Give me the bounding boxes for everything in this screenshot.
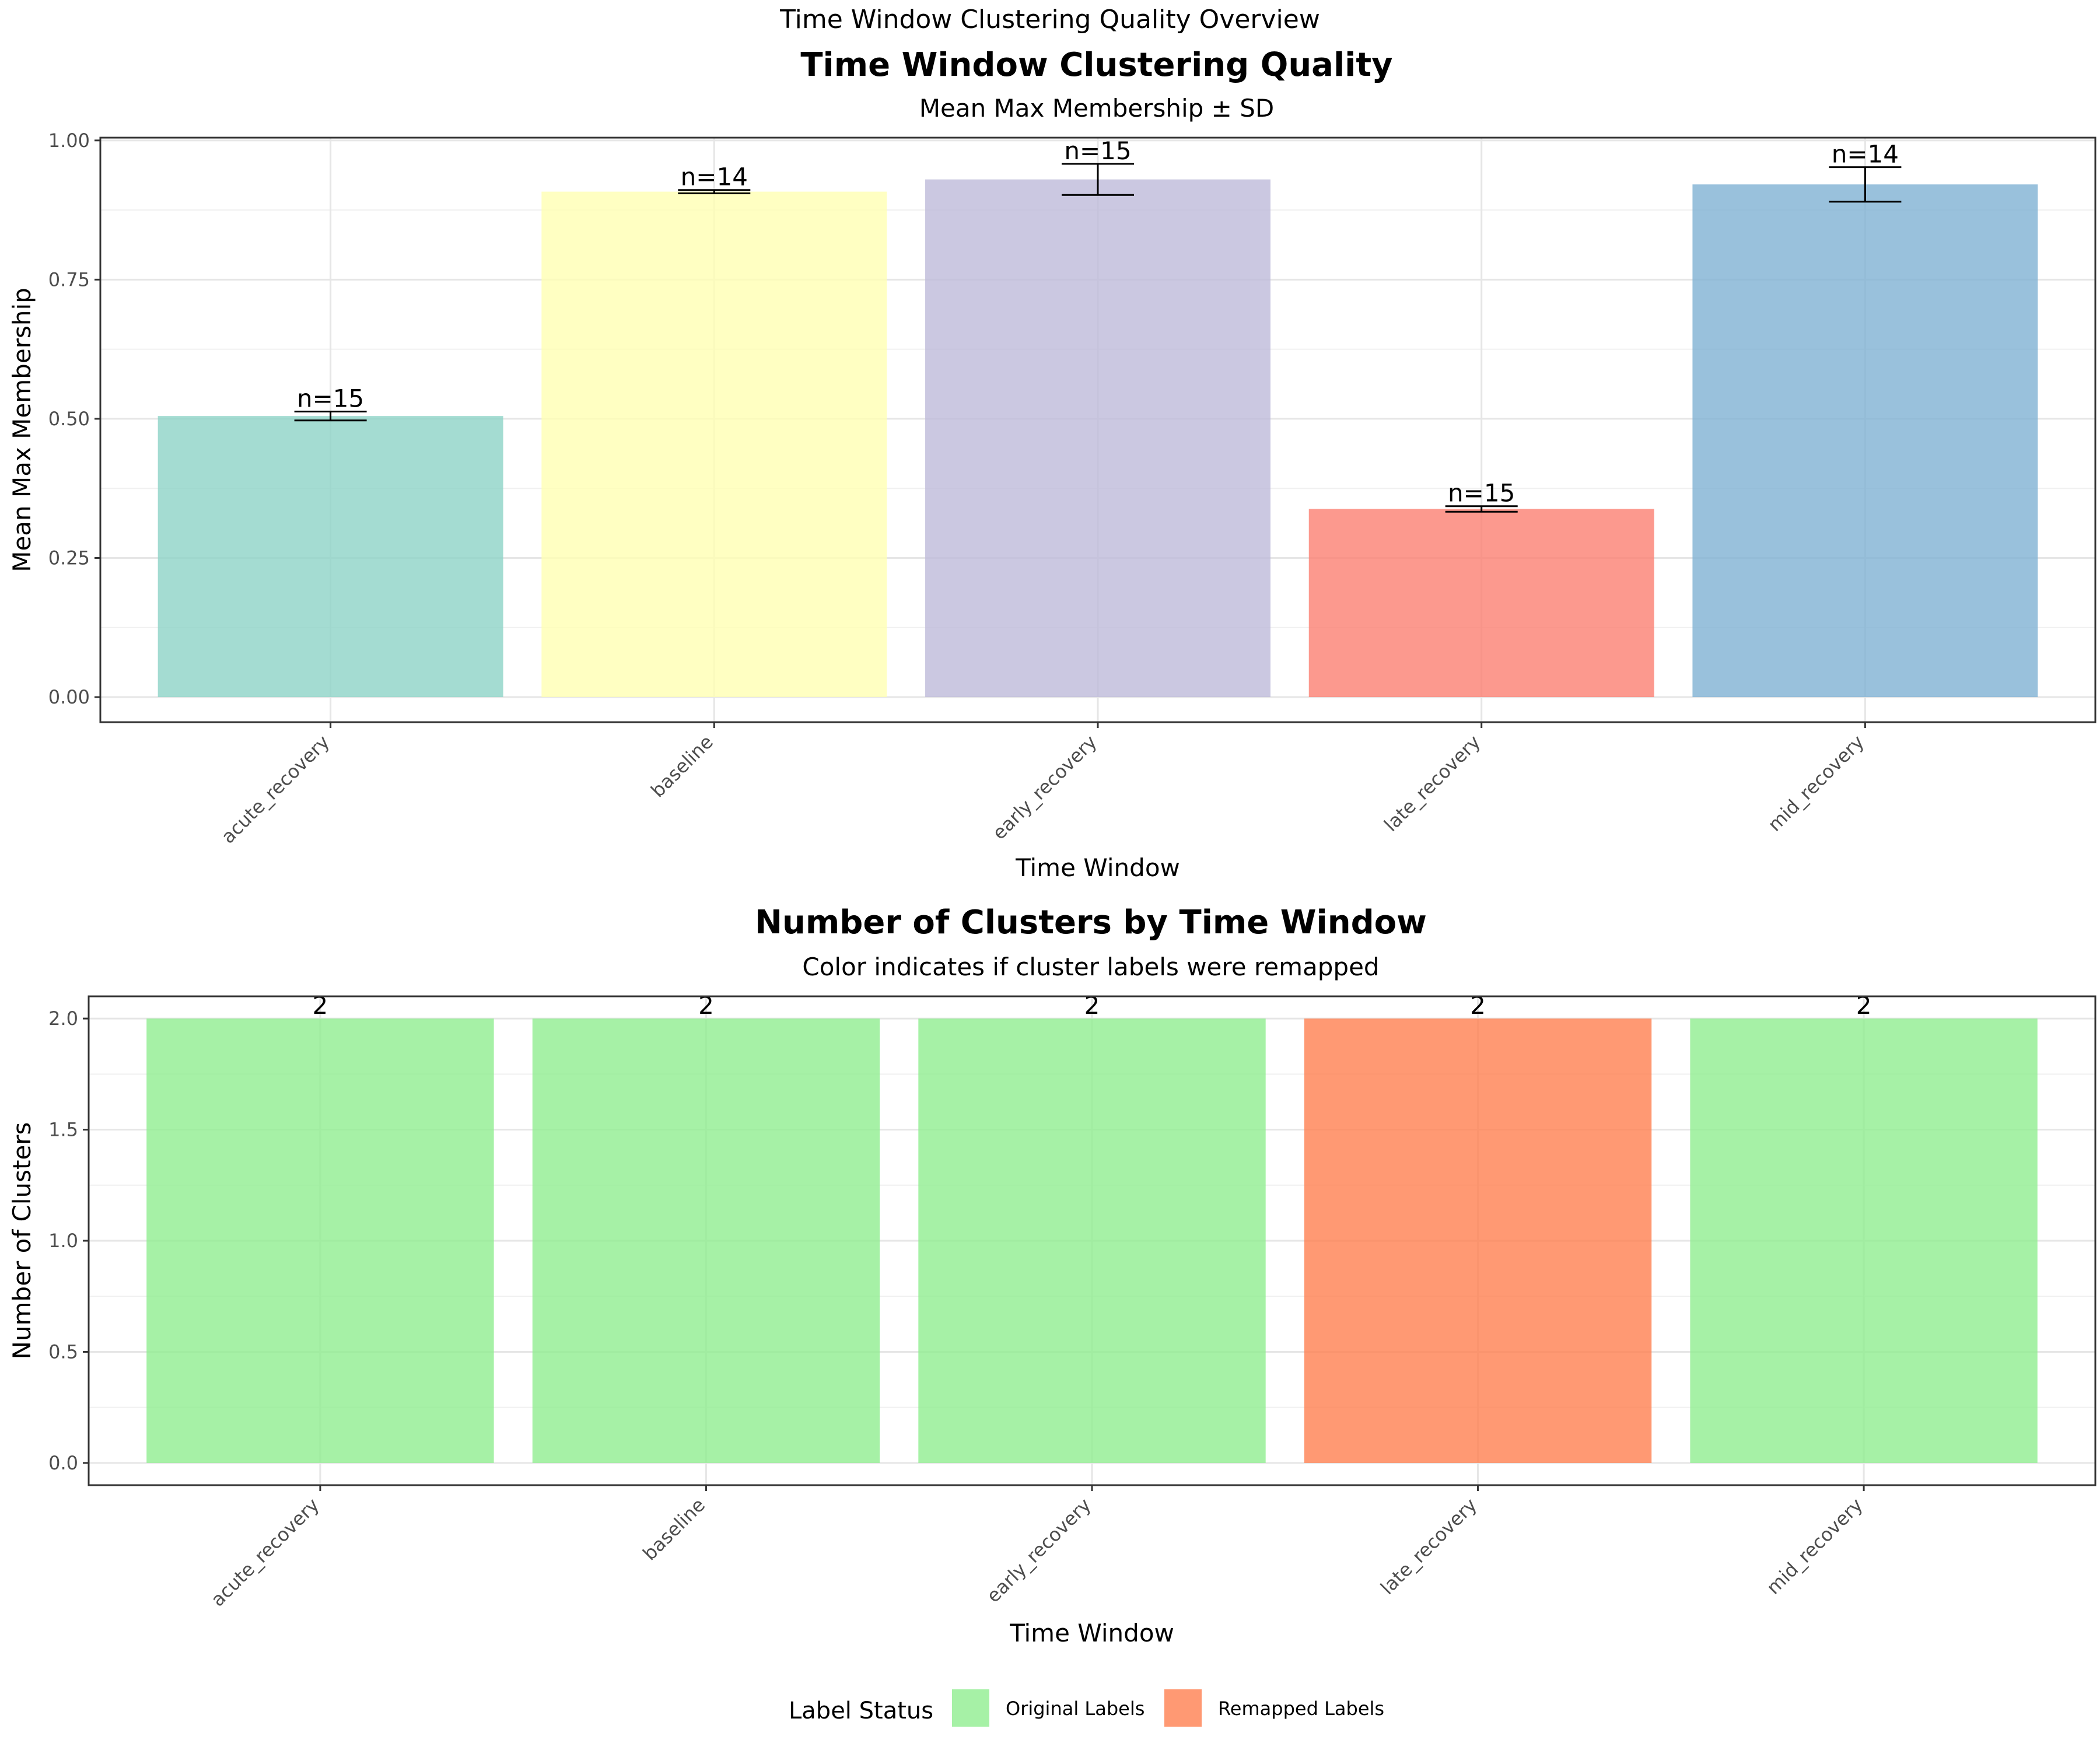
- y-tick-label: 0.00: [48, 686, 90, 708]
- data-label: n=15: [1448, 479, 1515, 508]
- x-tick-label: acute_recovery: [217, 731, 334, 848]
- data-label: n=15: [1064, 136, 1131, 165]
- x-tick-label: late_recovery: [1376, 1494, 1481, 1599]
- y-tick-label: 0.50: [48, 408, 90, 430]
- y-tick-label: 2.0: [48, 1007, 78, 1030]
- x-tick-label: late_recovery: [1380, 731, 1485, 836]
- x-tick-label: mid_recovery: [1762, 1494, 1867, 1599]
- y-tick-label: 1.00: [48, 130, 90, 152]
- y-tick-label: 0.0: [48, 1452, 78, 1474]
- legend-swatch: [952, 1689, 989, 1727]
- y-axis-label: Mean Max Membership: [8, 288, 36, 572]
- x-tick-label: early_recovery: [982, 1494, 1096, 1607]
- bar-baseline: [541, 191, 887, 698]
- bar-early_recovery: [925, 179, 1270, 698]
- cluster-count-chart: Number of Clusters by Time Window Color i…: [8, 904, 2096, 1647]
- y-axis-label: Number of Clusters: [8, 1122, 36, 1360]
- x-tick-label: acute_recovery: [206, 1494, 324, 1611]
- bar-mid_recovery: [1690, 1019, 2038, 1463]
- chart-subtitle: Color indicates if cluster labels were r…: [802, 953, 1379, 981]
- data-label: 2: [1856, 991, 1872, 1020]
- x-tick-label: mid_recovery: [1763, 731, 1868, 836]
- y-tick-label: 1.0: [48, 1230, 78, 1252]
- x-tick-label: baseline: [646, 731, 718, 802]
- legend: Label Status Original Labels Remapped Labe…: [789, 1689, 1384, 1727]
- data-label: 2: [1084, 991, 1100, 1020]
- x-axis-label: Time Window: [1009, 1619, 1174, 1647]
- bar-late_recovery: [1308, 509, 1654, 698]
- bar-early_recovery: [918, 1019, 1266, 1463]
- y-tick-label: 0.25: [48, 547, 90, 569]
- x-tick-label: baseline: [638, 1494, 709, 1565]
- bar-mid_recovery: [1692, 184, 2038, 698]
- legend-label: Original Labels: [1006, 1698, 1144, 1720]
- data-label: 2: [313, 991, 328, 1020]
- legend-title: Label Status: [789, 1698, 933, 1724]
- page-title: Time Window Clustering Quality Overview: [779, 5, 1320, 34]
- y-tick-label: 1.5: [48, 1119, 78, 1141]
- bar-acute_recovery: [158, 416, 503, 698]
- bar-late_recovery: [1304, 1019, 1652, 1463]
- chart-subtitle: Mean Max Membership ± SD: [919, 94, 1274, 123]
- legend-label: Remapped Labels: [1218, 1698, 1384, 1720]
- x-axis-label: Time Window: [1015, 853, 1180, 882]
- legend-swatch: [1164, 1689, 1202, 1727]
- chart-title: Time Window Clustering Quality: [800, 46, 1392, 84]
- data-label: 2: [698, 991, 714, 1020]
- data-label: n=14: [1832, 140, 1899, 169]
- bar-acute_recovery: [146, 1019, 494, 1463]
- data-label: n=15: [297, 384, 364, 413]
- y-tick-label: 0.75: [48, 268, 90, 290]
- mean-membership-chart: Time Window Clustering Quality Mean Max M…: [8, 46, 2096, 882]
- bar-baseline: [532, 1019, 880, 1463]
- data-label: n=14: [681, 163, 748, 191]
- chart-title: Number of Clusters by Time Window: [755, 904, 1427, 942]
- x-tick-label: early_recovery: [988, 731, 1101, 844]
- y-tick-label: 0.5: [48, 1340, 78, 1363]
- data-label: 2: [1470, 991, 1486, 1020]
